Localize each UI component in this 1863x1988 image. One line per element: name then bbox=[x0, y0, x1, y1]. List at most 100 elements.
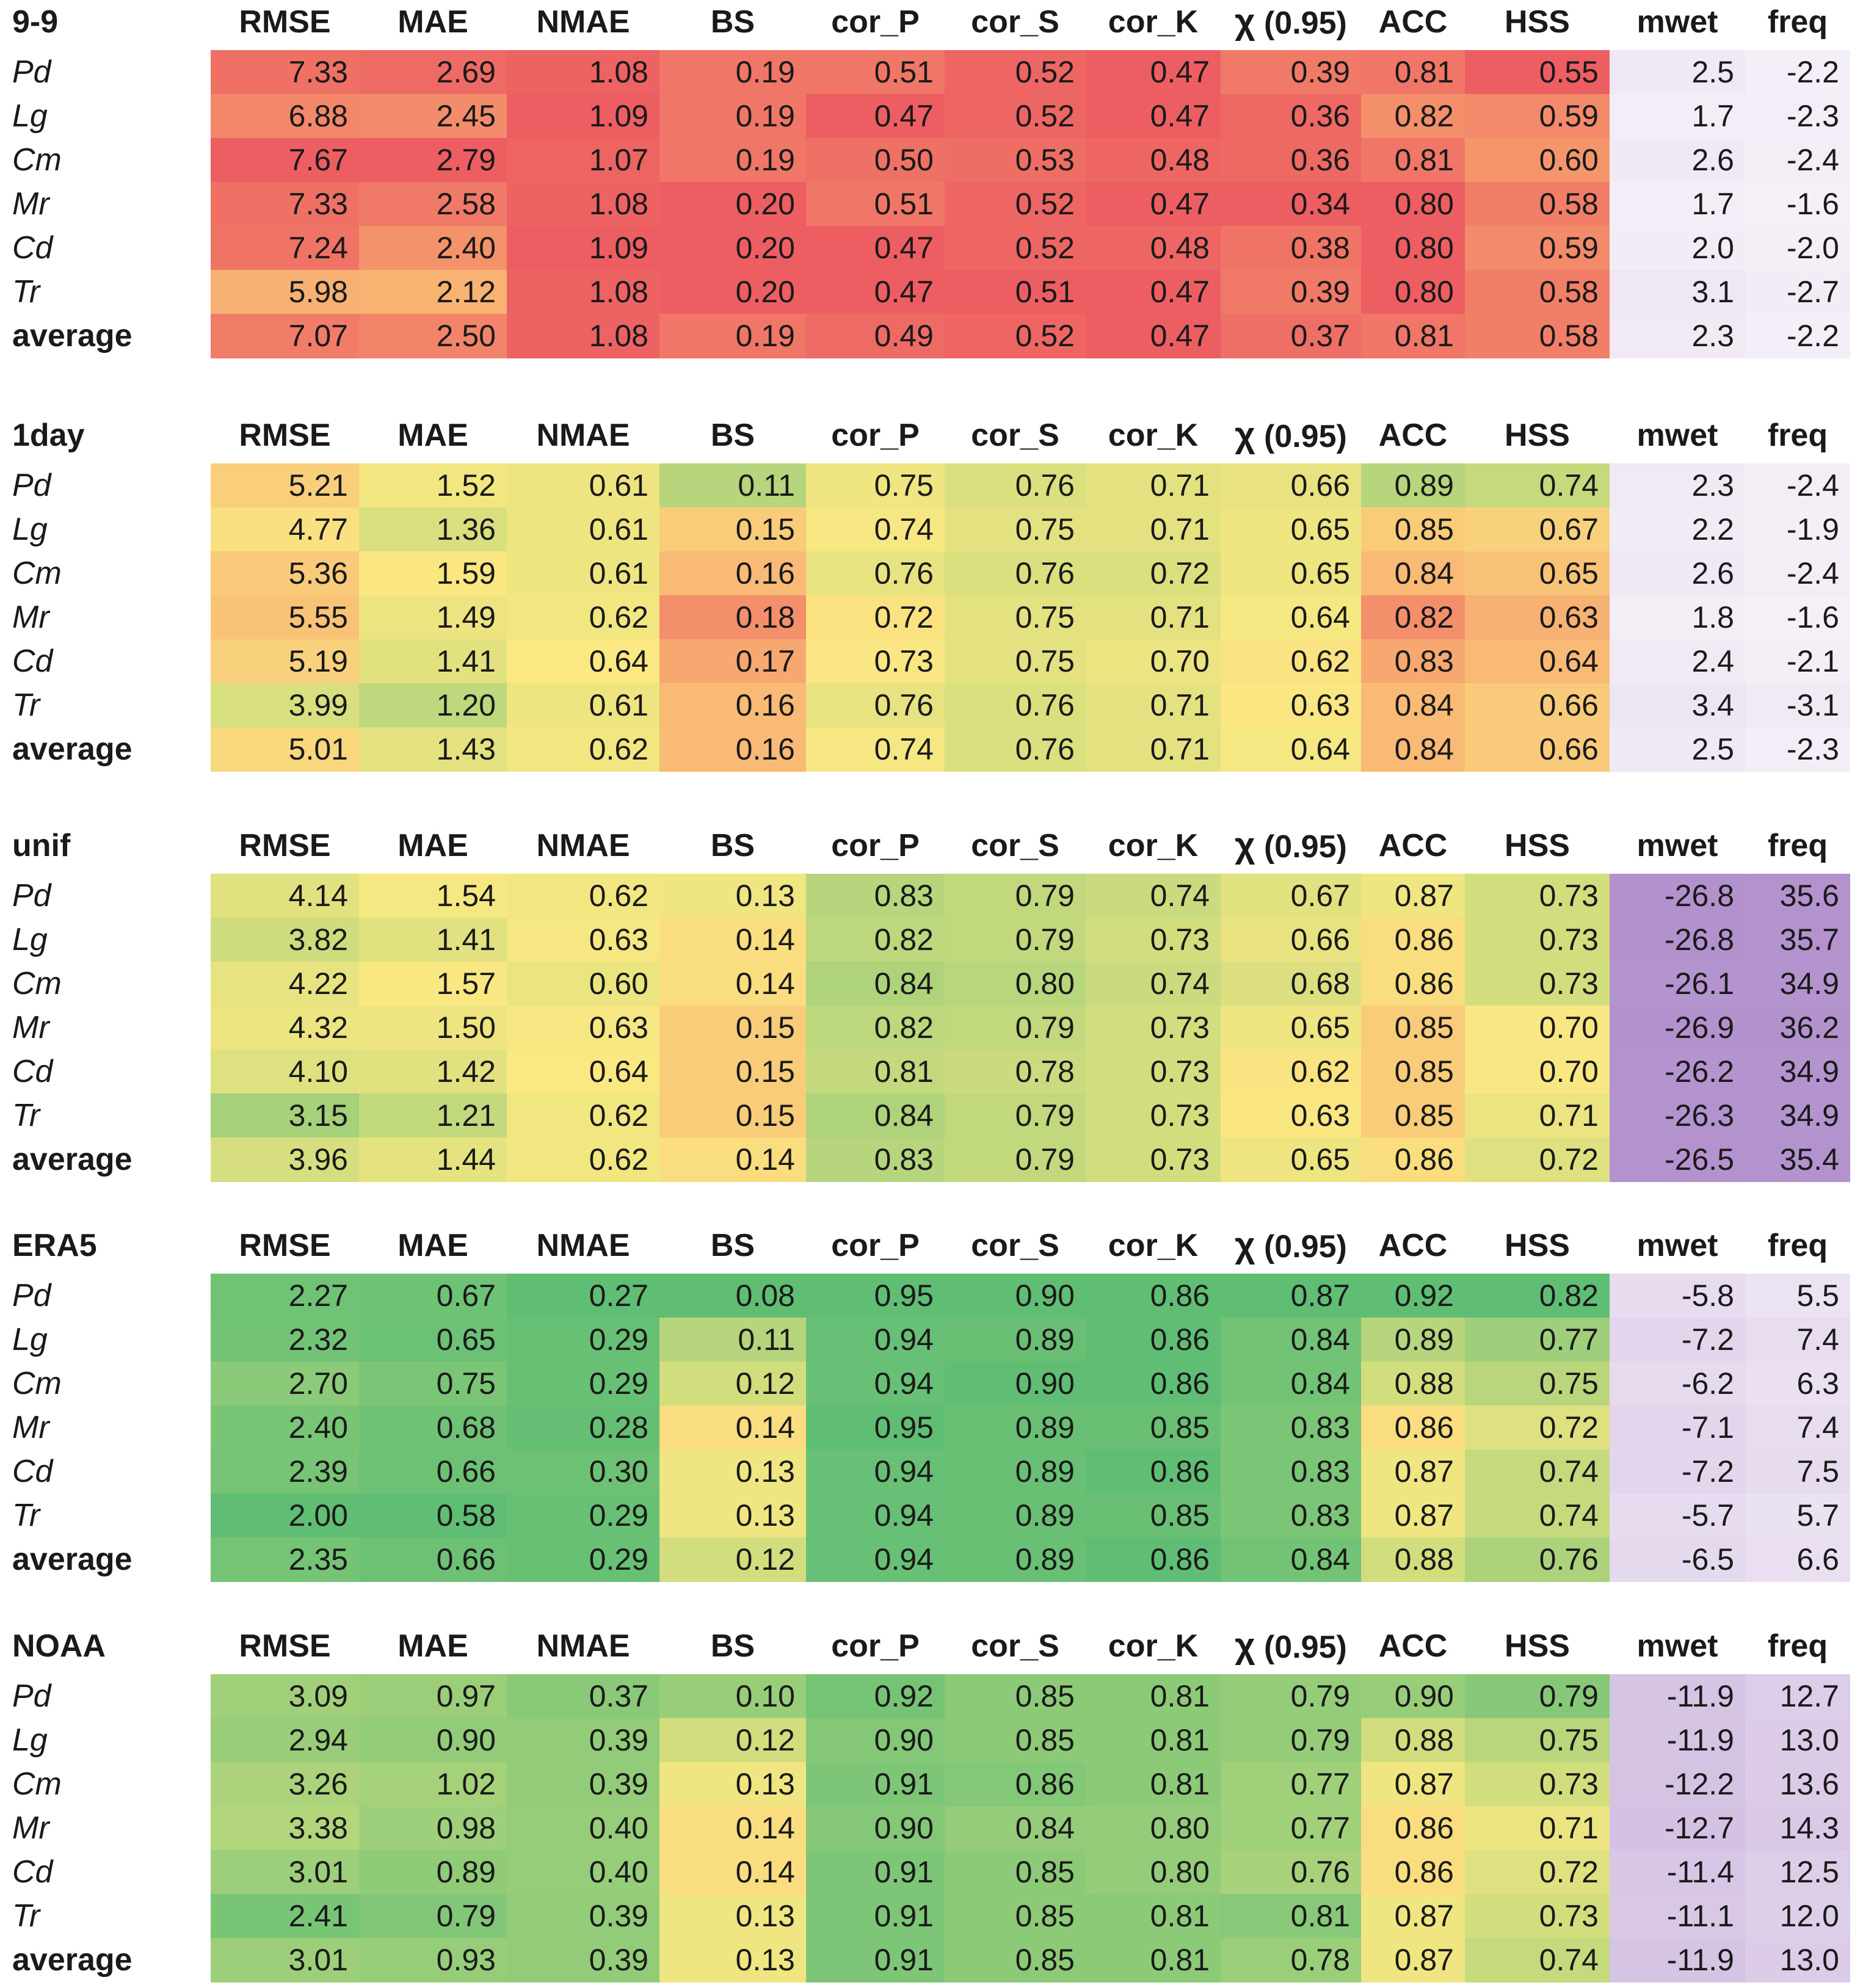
heatmap-cell-rmse: 3.26 bbox=[211, 1762, 359, 1807]
heatmap-cell-cor-k: 0.85 bbox=[1086, 1493, 1221, 1538]
heatmap-cell-chi-095: 0.36 bbox=[1221, 138, 1361, 183]
column-header-bs: BS bbox=[710, 418, 755, 453]
heatmap-cell-bs: 0.20 bbox=[659, 226, 806, 270]
column-header-chi-095: χ (0.95) bbox=[1215, 413, 1367, 457]
heatmap-cell-bs: 0.16 bbox=[659, 727, 806, 772]
heatmap-cell-rmse: 2.70 bbox=[211, 1362, 359, 1406]
heatmap-cell-hss: 0.71 bbox=[1465, 1806, 1610, 1851]
heatmap-cell-chi-095: 0.65 bbox=[1221, 551, 1361, 596]
heatmap-cell-cor-p: 0.76 bbox=[806, 683, 945, 728]
table-title: 1day bbox=[12, 418, 85, 453]
row-label: Tr bbox=[12, 1098, 40, 1133]
heatmap-cell-cor-p: 0.74 bbox=[806, 507, 945, 552]
column-header-freq: freq bbox=[1767, 1628, 1828, 1664]
heatmap-cell-cor-s: 0.89 bbox=[945, 1449, 1086, 1494]
heatmap-cell-acc: 0.86 bbox=[1361, 1137, 1465, 1182]
chi-symbol: χ bbox=[1235, 825, 1255, 865]
heatmap-cell-bs: 0.11 bbox=[659, 463, 806, 508]
heatmap-cell-hss: 0.79 bbox=[1465, 1674, 1610, 1719]
heatmap-cell-bs: 0.15 bbox=[659, 1006, 806, 1050]
heatmap-cell-mwet: 2.3 bbox=[1610, 314, 1745, 358]
column-header-mwet: mwet bbox=[1636, 1228, 1718, 1263]
heatmap-cell-bs: 0.15 bbox=[659, 507, 806, 552]
heatmap-cell-cor-p: 0.73 bbox=[806, 639, 945, 684]
heatmap-cell-rmse: 3.01 bbox=[211, 1850, 359, 1895]
heatmap-cell-cor-p: 0.82 bbox=[806, 918, 945, 962]
heatmap-cell-mwet: 2.2 bbox=[1610, 507, 1745, 552]
heatmap-cell-hss: 0.73 bbox=[1465, 874, 1610, 918]
heatmap-cell-cor-s: 0.79 bbox=[945, 874, 1086, 918]
heatmap-cell-nmae: 0.64 bbox=[507, 1050, 659, 1094]
heatmap-cell-mwet: -26.8 bbox=[1610, 874, 1745, 918]
heatmap-cell-acc: 0.80 bbox=[1361, 182, 1465, 227]
heatmap-cell-cor-p: 0.84 bbox=[806, 1094, 945, 1138]
heatmap-cell-mae: 0.67 bbox=[359, 1274, 507, 1318]
heatmap-cell-freq: -2.2 bbox=[1745, 314, 1850, 358]
heatmap-cell-hss: 0.73 bbox=[1465, 962, 1610, 1006]
heatmap-cell-acc: 0.87 bbox=[1361, 874, 1465, 918]
heatmap-cell-chi-095: 0.68 bbox=[1221, 962, 1361, 1006]
heatmap-cell-hss: 0.73 bbox=[1465, 918, 1610, 962]
heatmap-cell-cor-k: 0.73 bbox=[1086, 1006, 1221, 1050]
heatmap-cell-acc: 0.88 bbox=[1361, 1718, 1465, 1763]
heatmap-cell-cor-k: 0.81 bbox=[1086, 1938, 1221, 1983]
heatmap-cell-bs: 0.19 bbox=[659, 314, 806, 358]
heatmap-cell-chi-095: 0.83 bbox=[1221, 1493, 1361, 1538]
heatmap-cell-mae: 1.41 bbox=[359, 918, 507, 962]
heatmap-cell-acc: 0.81 bbox=[1361, 50, 1465, 95]
heatmap-cell-mae: 2.12 bbox=[359, 270, 507, 314]
heatmap-cell-bs: 0.14 bbox=[659, 962, 806, 1006]
heatmap-cell-chi-095: 0.37 bbox=[1221, 314, 1361, 358]
column-header-mwet: mwet bbox=[1636, 418, 1718, 453]
heatmap-cell-nmae: 0.62 bbox=[507, 595, 659, 640]
heatmap-cell-mae: 1.57 bbox=[359, 962, 507, 1006]
heatmap-cell-bs: 0.20 bbox=[659, 182, 806, 227]
column-header-chi-095: χ (0.95) bbox=[1215, 0, 1367, 44]
heatmap-cell-mae: 1.59 bbox=[359, 551, 507, 596]
heatmap-cell-cor-p: 0.94 bbox=[806, 1449, 945, 1494]
heatmap-cell-cor-s: 0.89 bbox=[945, 1318, 1086, 1362]
heatmap-cell-cor-p: 0.51 bbox=[806, 50, 945, 95]
column-header-mwet: mwet bbox=[1636, 828, 1718, 863]
heatmap-cell-nmae: 0.39 bbox=[507, 1762, 659, 1807]
column-header-cor-p: cor_P bbox=[831, 418, 920, 453]
heatmap-cell-cor-k: 0.48 bbox=[1086, 226, 1221, 270]
heatmap-cell-acc: 0.87 bbox=[1361, 1493, 1465, 1538]
heatmap-cell-rmse: 2.35 bbox=[211, 1537, 359, 1582]
heatmap-cell-acc: 0.81 bbox=[1361, 138, 1465, 183]
heatmap-cell-chi-095: 0.36 bbox=[1221, 94, 1361, 139]
heatmap-cell-hss: 0.73 bbox=[1465, 1762, 1610, 1807]
heatmap-cell-bs: 0.13 bbox=[659, 874, 806, 918]
heatmap-cell-mwet: 1.7 bbox=[1610, 182, 1745, 227]
heatmap-cell-rmse: 5.36 bbox=[211, 551, 359, 596]
heatmap-cell-chi-095: 0.76 bbox=[1221, 1850, 1361, 1895]
table-era5: ERA5 RMSE MAE NMAE BS cor_P cor_S cor_K χ (0.95)… bbox=[0, 1224, 1863, 1582]
heatmap-cell-freq: -2.2 bbox=[1745, 50, 1850, 95]
heatmap-cell-cor-p: 0.74 bbox=[806, 727, 945, 772]
heatmap-cell-bs: 0.13 bbox=[659, 1762, 806, 1807]
heatmap-cell-chi-095: 0.81 bbox=[1221, 1894, 1361, 1939]
heatmap-cell-rmse: 4.77 bbox=[211, 507, 359, 552]
heatmap-cell-bs: 0.18 bbox=[659, 595, 806, 640]
row-label: average bbox=[12, 318, 133, 354]
table-noaa: NOAA RMSE MAE NMAE BS cor_P cor_S cor_K χ (0.95)… bbox=[0, 1624, 1863, 1983]
heatmap-cell-freq: 6.6 bbox=[1745, 1537, 1850, 1582]
column-header-cor-s: cor_S bbox=[971, 4, 1059, 40]
heatmap-cell-bs: 0.11 bbox=[659, 1318, 806, 1362]
heatmap-cell-bs: 0.12 bbox=[659, 1537, 806, 1582]
column-header-nmae: NMAE bbox=[536, 418, 630, 453]
heatmap-cell-hss: 0.72 bbox=[1465, 1406, 1610, 1450]
heatmap-cell-acc: 0.86 bbox=[1361, 1406, 1465, 1450]
heatmap-cell-acc: 0.86 bbox=[1361, 1850, 1465, 1895]
heatmap-cell-cor-s: 0.85 bbox=[945, 1894, 1086, 1939]
heatmap-cell-rmse: 3.01 bbox=[211, 1938, 359, 1983]
heatmap-cell-freq: 34.9 bbox=[1745, 1050, 1850, 1094]
column-header-freq: freq bbox=[1767, 418, 1828, 453]
table-1day: 1day RMSE MAE NMAE BS cor_P cor_S cor_K χ (0.95)… bbox=[0, 413, 1863, 772]
heatmap-cell-cor-p: 0.76 bbox=[806, 551, 945, 596]
heatmap-cell-mwet: 2.6 bbox=[1610, 551, 1745, 596]
row-label: Tr bbox=[12, 274, 40, 310]
chi-symbol: χ bbox=[1235, 2, 1255, 42]
chi-symbol: χ bbox=[1235, 1626, 1255, 1666]
heatmap-cell-mae: 2.40 bbox=[359, 226, 507, 270]
